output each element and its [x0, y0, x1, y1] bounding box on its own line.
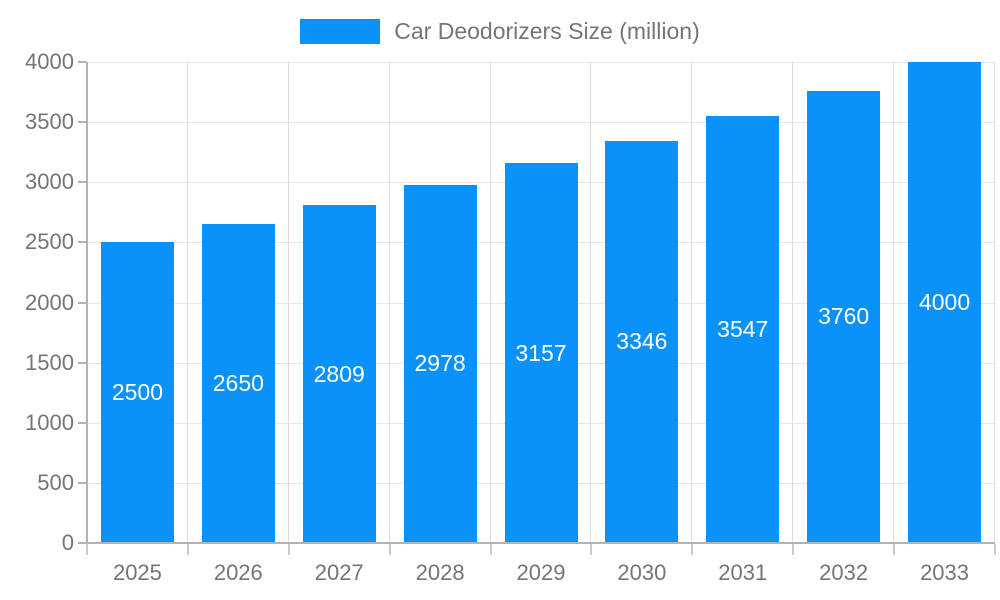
y-axis-label: 1500 [25, 349, 74, 375]
x-axis-tick [288, 544, 290, 555]
grid-line-vertical [691, 62, 692, 543]
grid-line-vertical [590, 62, 591, 543]
bar-value-label: 2978 [414, 350, 466, 377]
y-axis-tick [78, 542, 87, 544]
y-axis-label: 3500 [25, 109, 74, 135]
x-axis-tick [590, 544, 592, 555]
x-axis-tick [893, 544, 895, 555]
x-axis-label: 2033 [920, 560, 970, 585]
y-axis-tick [78, 481, 87, 484]
x-axis-tick [691, 544, 693, 555]
legend-label: Car Deodorizers Size (million) [394, 17, 700, 44]
x-axis-label: 2028 [415, 560, 465, 585]
x-axis-tick [994, 544, 996, 555]
y-axis-tick [78, 61, 87, 63]
bar-value-label: 3157 [515, 339, 567, 366]
x-axis-tick [389, 544, 391, 555]
bar[interactable]: 2500 [100, 242, 174, 543]
x-axis-label: 2025 [112, 560, 162, 585]
x-axis-label: 2030 [617, 560, 667, 585]
bar-value-label: 3547 [717, 316, 769, 343]
y-axis-label: 0 [61, 530, 74, 555]
x-axis-line [86, 542, 995, 544]
chart-legend[interactable]: Car Deodorizers Size (million) [0, 17, 1000, 45]
legend-swatch-icon [300, 18, 381, 44]
y-axis-tick [78, 421, 87, 424]
grid-line-horizontal [87, 122, 995, 124]
y-axis-label: 1000 [25, 409, 74, 435]
x-axis-label: 2032 [819, 560, 869, 585]
y-axis-tick [78, 241, 87, 244]
y-axis-label: 3000 [25, 169, 74, 195]
bar-value-label: 2809 [313, 360, 365, 387]
bar[interactable]: 2650 [201, 224, 275, 543]
y-axis-label: 4000 [25, 49, 74, 74]
x-axis-label: 2031 [718, 560, 768, 585]
y-axis-label: 2000 [25, 289, 74, 315]
bar-value-label: 4000 [918, 289, 971, 315]
x-axis-label: 2026 [213, 560, 263, 585]
x-axis-label: 2029 [516, 560, 566, 585]
grid-line-vertical [994, 62, 995, 543]
y-axis-line [86, 62, 88, 545]
grid-line-vertical [490, 62, 491, 543]
x-axis-tick [187, 544, 189, 555]
bar[interactable]: 4000 [908, 62, 982, 543]
y-axis-tick [78, 181, 87, 184]
grid-line-vertical [389, 62, 390, 543]
bar[interactable]: 3547 [706, 116, 780, 543]
y-axis-label: 2500 [25, 229, 74, 255]
x-axis-tick [86, 544, 88, 555]
y-axis-label: 500 [37, 469, 74, 495]
grid-line-vertical [893, 62, 894, 543]
x-axis-tick [792, 544, 794, 555]
bar-value-label: 2650 [212, 370, 264, 397]
bar[interactable]: 3157 [504, 163, 578, 543]
y-axis-tick [78, 121, 87, 124]
bar[interactable]: 3346 [605, 140, 679, 543]
bar-value-label: 3760 [818, 303, 870, 330]
bar-value-label: 3346 [616, 328, 668, 355]
plot-area: 2500 2650 2809 2978 3157 3346 3547 3760 4000 [87, 62, 995, 543]
y-axis-tick [78, 301, 87, 304]
grid-line-vertical [187, 62, 188, 543]
bar-value-label: 2500 [111, 379, 164, 406]
grid-line-horizontal [87, 62, 995, 63]
grid-line-vertical [288, 62, 289, 543]
x-axis-label: 2027 [314, 560, 364, 585]
bar[interactable]: 2978 [403, 184, 477, 543]
y-axis-tick [78, 361, 87, 364]
bar[interactable]: 2809 [302, 205, 376, 543]
bar[interactable]: 3760 [807, 90, 881, 543]
x-axis-tick [490, 544, 492, 555]
grid-line-vertical [792, 62, 793, 543]
